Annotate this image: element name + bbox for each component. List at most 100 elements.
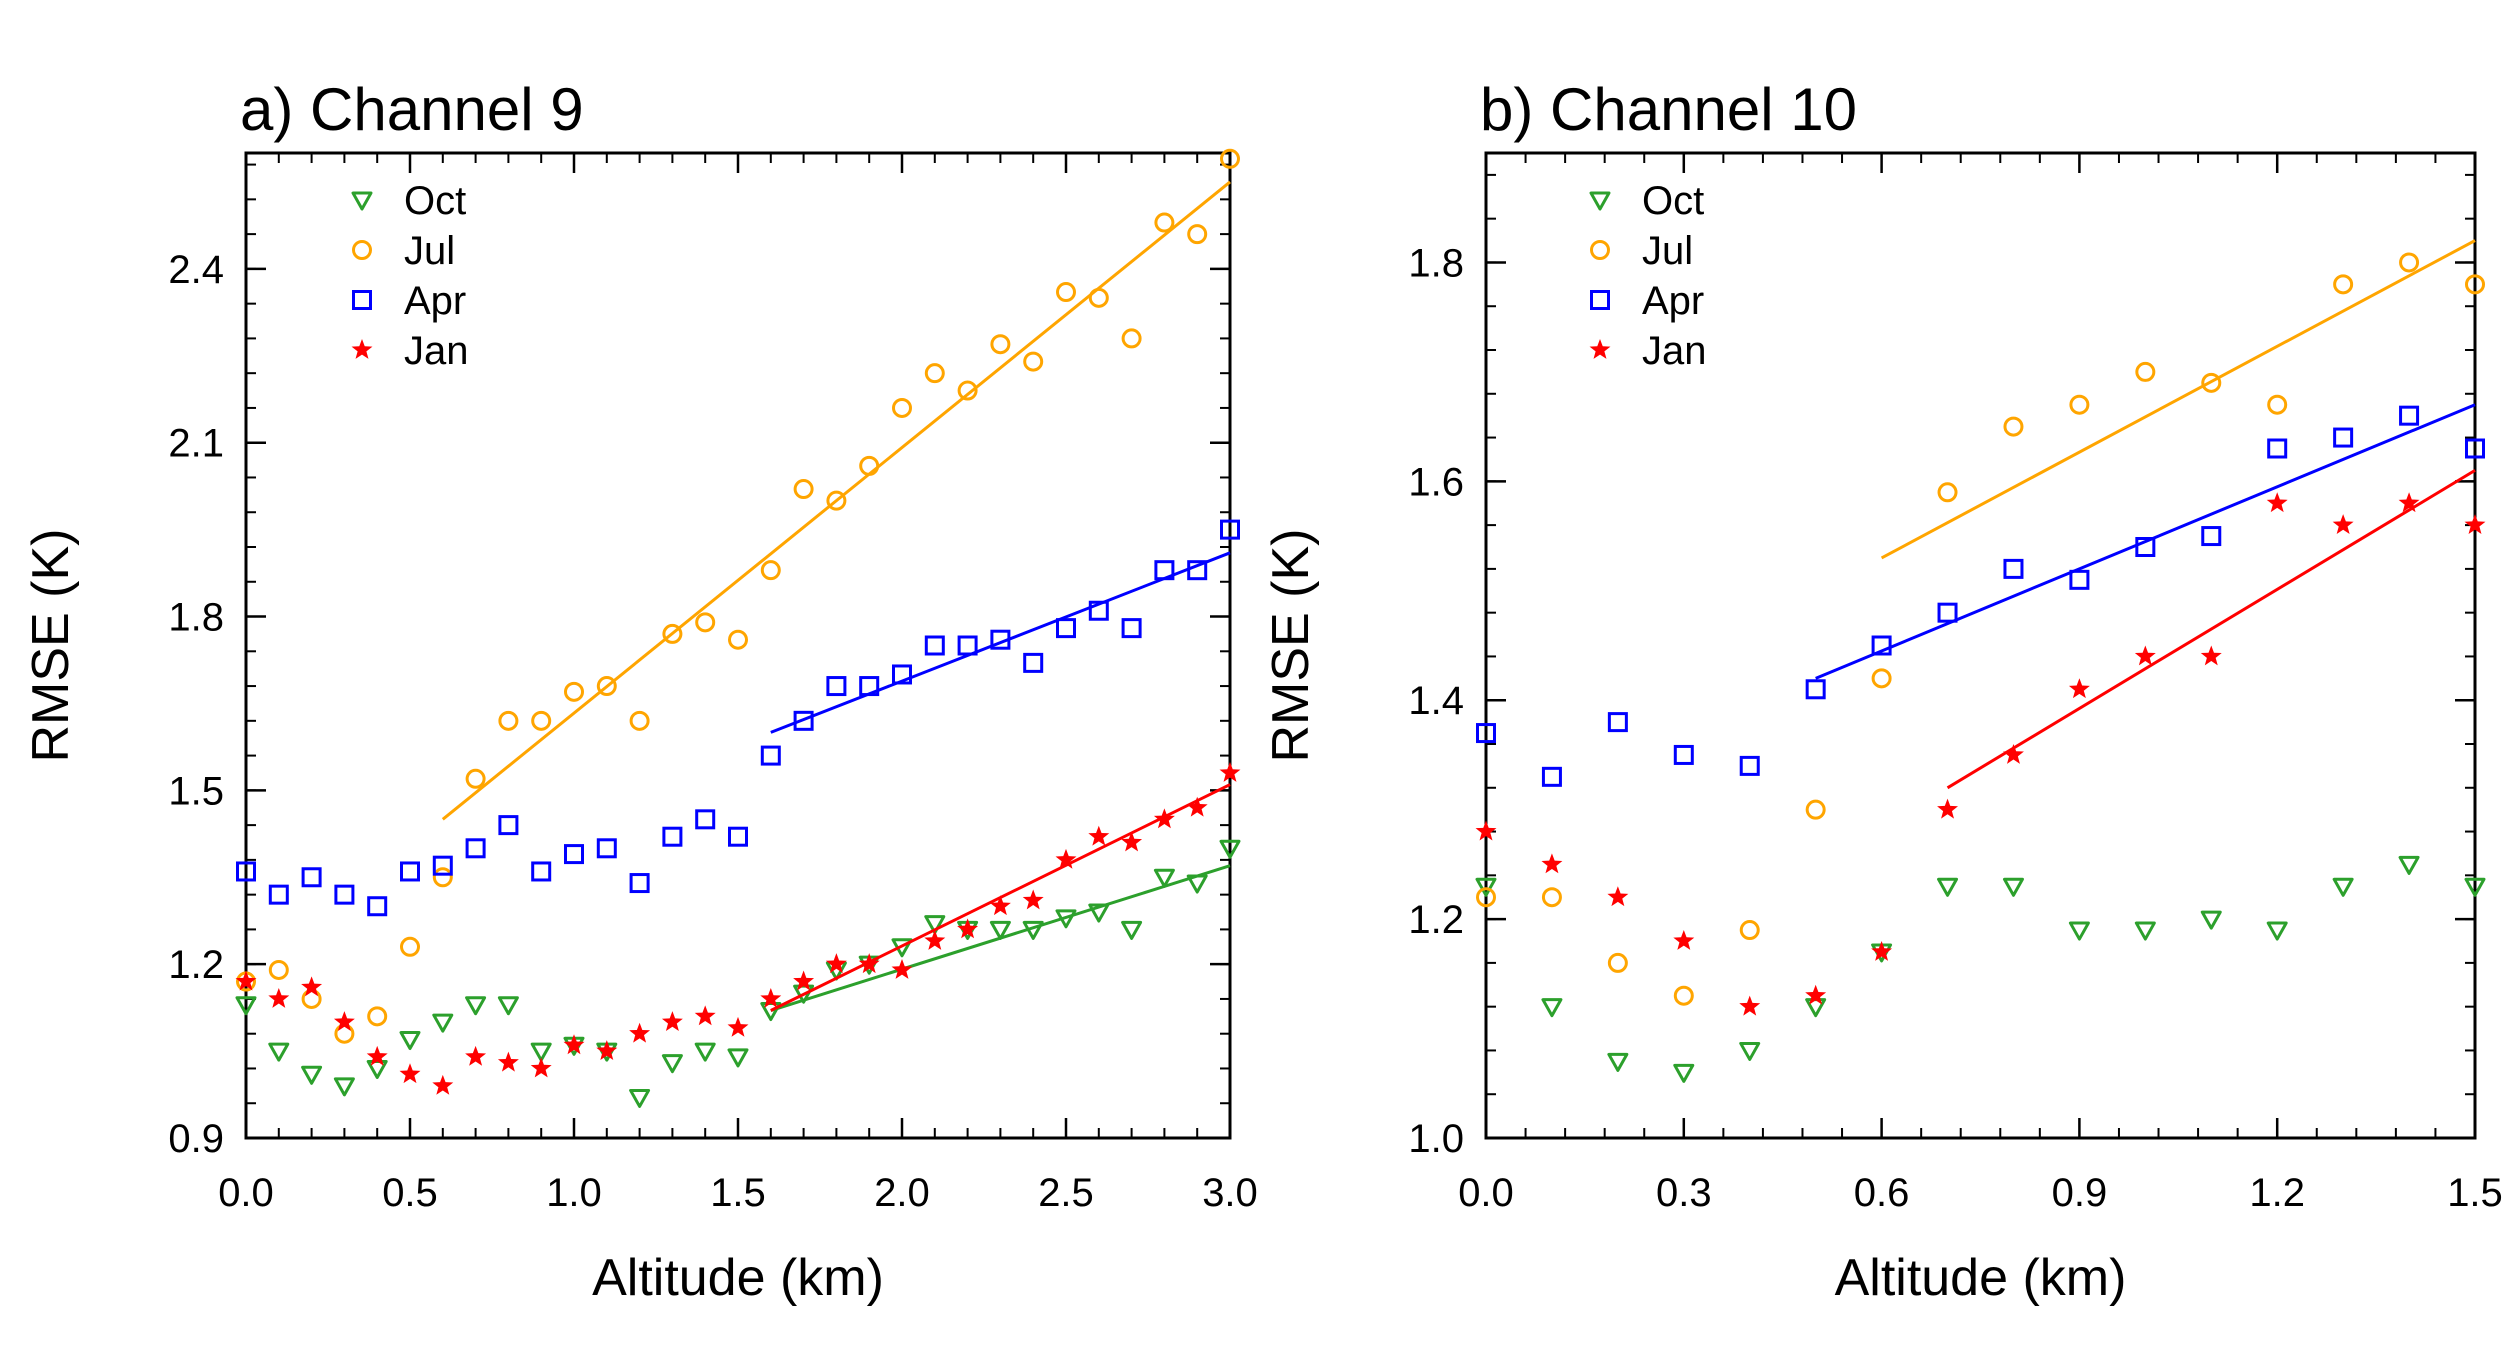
data-point: [826, 676, 847, 697]
x-tick-label: 0.5: [382, 1171, 438, 1215]
legend-marker-jul: [352, 240, 372, 260]
data-point: [694, 1005, 716, 1026]
data-point: [1673, 985, 1694, 1006]
data-point: [1088, 825, 1110, 846]
data-point: [1673, 744, 1694, 765]
data-point: [2069, 569, 2090, 590]
data-point: [1607, 712, 1628, 733]
y-tick-label: 1.4: [1408, 679, 1464, 723]
data-point: [661, 1054, 683, 1074]
legend-label: Apr: [404, 279, 466, 323]
data-point: [859, 455, 880, 476]
data-point: [367, 1006, 388, 1027]
data-point: [1186, 874, 1208, 894]
data-point: [366, 1059, 388, 1079]
data-point: [1153, 808, 1175, 829]
data-point: [301, 988, 322, 1009]
data-point: [1475, 820, 1497, 841]
data-point: [1739, 920, 1760, 941]
legend-marker-jul: [1590, 240, 1610, 260]
data-point: [268, 884, 289, 905]
data-point: [695, 612, 716, 633]
data-point: [400, 861, 420, 882]
data-point: [1220, 519, 1240, 540]
data-point: [924, 915, 946, 935]
data-point: [367, 896, 388, 917]
data-point: [399, 1031, 421, 1050]
data-point: [793, 479, 814, 500]
data-point: [760, 560, 781, 581]
data-point: [924, 635, 945, 656]
data-point: [1871, 668, 1892, 689]
data-point: [498, 710, 519, 731]
data-point: [334, 1023, 355, 1044]
data-point: [891, 958, 913, 979]
data-point: [1937, 877, 1959, 897]
data-point: [629, 1022, 651, 1043]
data-point: [695, 809, 716, 830]
data-point: [989, 920, 1011, 940]
data-point: [2266, 492, 2288, 513]
y-axis-label: RMSE (K): [22, 529, 80, 763]
y-tick-label: 1.2: [1408, 898, 1464, 942]
chart-title: a) Channel 9: [240, 76, 584, 143]
data-point: [235, 970, 257, 991]
data-point: [858, 953, 880, 974]
data-point: [629, 710, 650, 731]
data-point: [2135, 361, 2156, 382]
data-point: [301, 976, 323, 997]
data-point: [1219, 761, 1241, 782]
data-point: [366, 1045, 388, 1066]
data-point: [465, 996, 487, 1016]
x-axis-label: Altitude (km): [592, 1249, 884, 1307]
data-point: [334, 884, 355, 905]
data-point: [333, 1011, 355, 1032]
data-point: [1673, 1063, 1695, 1083]
data-point: [2332, 877, 2354, 897]
plot-frame: [1484, 151, 2477, 1140]
data-point: [2068, 921, 2090, 941]
data-point: [432, 1074, 454, 1095]
data-point: [629, 1088, 651, 1108]
data-point: [531, 710, 552, 731]
series-oct: [1475, 855, 2486, 1083]
data-point: [1187, 560, 1208, 581]
data-point: [957, 918, 979, 939]
y-tick-label: 1.8: [1408, 241, 1464, 285]
data-point: [2200, 645, 2222, 666]
data-point: [1023, 652, 1044, 673]
data-point: [957, 635, 978, 656]
data-point: [1541, 887, 1562, 908]
data-point: [892, 397, 912, 418]
data-point: [399, 1063, 421, 1084]
data-point: [301, 1065, 323, 1085]
data-point: [1607, 886, 1629, 907]
data-point: [596, 838, 617, 859]
data-point: [1056, 282, 1076, 303]
data-point: [432, 867, 453, 888]
data-point: [1937, 602, 1958, 623]
data-point: [924, 363, 945, 384]
data-point: [760, 987, 782, 1008]
data-point: [826, 490, 847, 511]
data-point: [1121, 618, 1142, 639]
data-point: [990, 629, 1011, 650]
legend-marker-oct: [351, 191, 373, 211]
data-point: [268, 959, 289, 980]
series-jul: [236, 148, 1240, 1044]
fit-line-jul: [441, 180, 1231, 821]
data-point: [2399, 405, 2420, 426]
data-point: [498, 815, 519, 836]
data-point: [2333, 274, 2354, 295]
data-point: [268, 987, 290, 1008]
x-tick-label: 3.0: [1202, 1171, 1258, 1215]
data-point: [1805, 799, 1826, 820]
legend-marker-jan: [1589, 339, 1611, 359]
data-point: [727, 1016, 749, 1037]
fit-line-apr: [1815, 403, 2476, 680]
legend-marker-jan: [351, 339, 373, 359]
data-point: [1056, 618, 1076, 639]
data-point: [2333, 427, 2354, 448]
data-point: [1607, 952, 1628, 973]
data-point: [793, 970, 815, 991]
